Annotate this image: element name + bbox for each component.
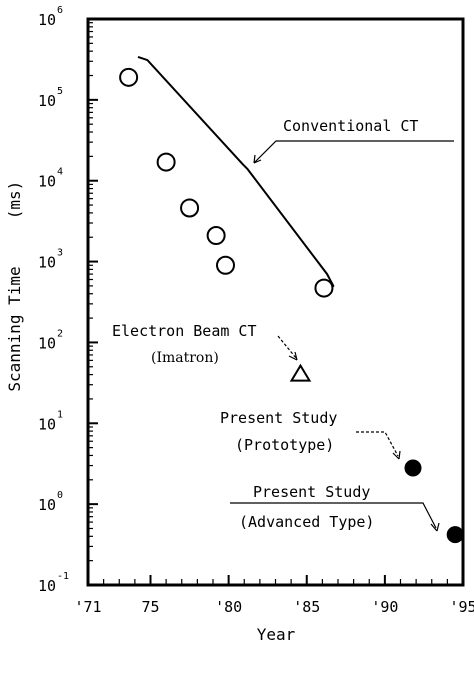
annotation-leaders [230, 140, 454, 532]
prototype-label: (Prototype) [235, 436, 334, 454]
conventional-ct-arrowhead [253, 154, 262, 164]
open-triangle-marker [289, 363, 312, 382]
y-tick-exponent: 3 [57, 248, 63, 259]
x-tick-label: '95 [449, 598, 474, 616]
y-tick-label: 10 [38, 415, 56, 433]
conventional-ct-label: Conventional CT [283, 117, 418, 135]
electron-beam-arrowhead [288, 351, 298, 361]
y-tick-exponent: 4 [57, 167, 63, 178]
filled-circle-marker [404, 459, 422, 477]
advanced-arrowhead [430, 522, 440, 532]
electron-beam-leader [277, 335, 297, 359]
imatron-label: (Imatron) [151, 350, 219, 366]
y-tick-label: 10 [38, 334, 56, 352]
open-circle-marker [314, 278, 334, 298]
filled-circle-marker [446, 526, 464, 544]
advanced-leader [230, 502, 437, 529]
present-study-prototype-label: Present Study [220, 409, 337, 427]
x-tick-label: '71 [74, 598, 101, 616]
x-tick-label: '85 [293, 598, 320, 616]
y-tick-label: 10 [38, 254, 56, 272]
y-axis-unit: (ms) [5, 181, 24, 220]
present-study-advanced-label: Present Study [253, 483, 370, 501]
x-axis-tick-labels: '71 75 '80 '85 '90 '95 [74, 598, 474, 616]
open-circle-marker [156, 152, 176, 172]
prototype-leader [356, 431, 399, 457]
open-circle-marker [180, 198, 200, 218]
x-axis-ticks [87, 575, 464, 585]
y-axis-title: Scanning Time [5, 266, 24, 391]
open-circle-marker [206, 226, 226, 246]
x-tick-label: '90 [371, 598, 398, 616]
y-tick-exponent: 1 [57, 409, 63, 420]
y-tick-exponent: 2 [57, 328, 63, 339]
advanced-type-label: (Advanced Type) [239, 513, 374, 531]
electron-beam-ct-label: Electron Beam CT [112, 322, 257, 340]
x-tick-label: 75 [141, 598, 159, 616]
y-tick-exponent: -1 [57, 571, 69, 582]
data-markers [119, 67, 464, 544]
y-tick-exponent: 5 [57, 86, 63, 97]
prototype-arrowhead [392, 450, 401, 460]
y-axis-ticks [88, 18, 98, 586]
y-tick-label: 10 [38, 173, 56, 191]
y-tick-label: 10 [38, 496, 56, 514]
y-tick-exponent: 6 [57, 5, 63, 16]
y-tick-exponent: 0 [57, 490, 63, 501]
x-tick-label: '80 [215, 598, 242, 616]
conventional-ct-leader [253, 140, 454, 164]
x-axis-title: Year [257, 625, 296, 644]
y-tick-label: 10 [38, 92, 56, 110]
y-tick-label: 10 [38, 11, 56, 29]
y-tick-label: 10 [38, 577, 56, 595]
conventional-ct-trend-line [137, 55, 335, 294]
open-circle-marker [119, 67, 139, 87]
open-circle-marker [216, 255, 235, 275]
